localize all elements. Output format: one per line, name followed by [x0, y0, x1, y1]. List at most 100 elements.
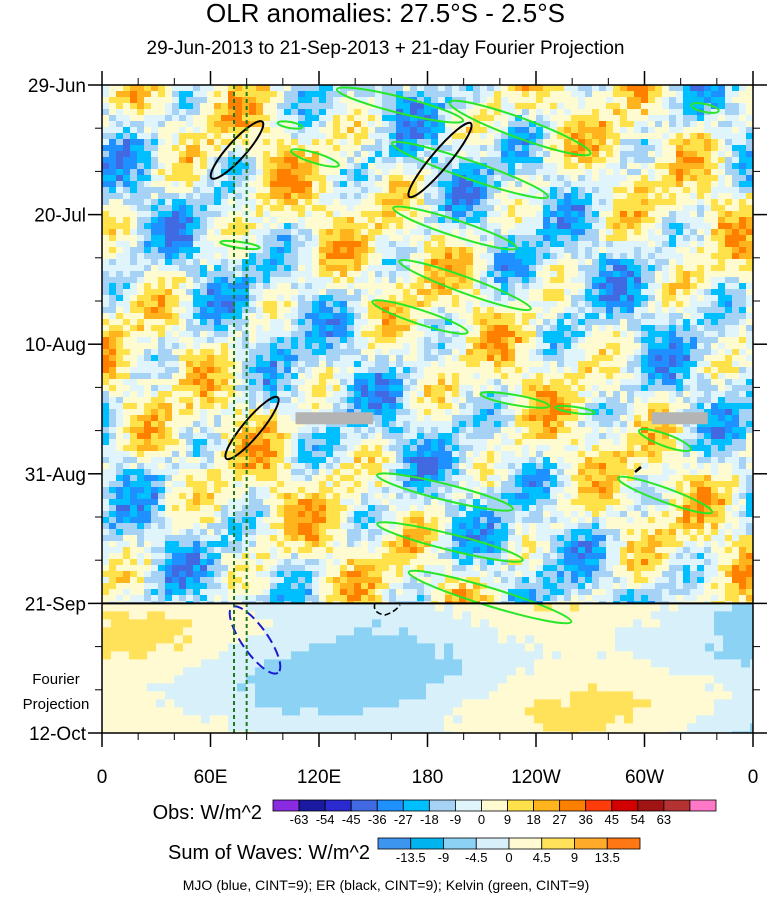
- field-cell: [690, 205, 698, 212]
- field-cell: [256, 391, 264, 398]
- field-cell: [396, 169, 404, 176]
- field-cell: [536, 367, 544, 374]
- field-cell: [732, 319, 740, 326]
- field-cell: [627, 115, 635, 122]
- field-cell: [627, 121, 635, 128]
- field-cell: [277, 349, 285, 356]
- field-cell: [228, 97, 236, 104]
- field-cell: [221, 97, 229, 104]
- field-cell: [305, 343, 313, 350]
- field-cell: [340, 181, 348, 188]
- field-cell: [452, 241, 460, 248]
- field-cell: [676, 115, 684, 122]
- field-cell: [277, 385, 285, 392]
- field-cell: [368, 331, 376, 338]
- field-cell: [501, 373, 509, 380]
- field-cell: [641, 313, 649, 320]
- field-cell: [319, 85, 327, 92]
- field-cell: [137, 193, 145, 200]
- field-cell: [676, 349, 684, 356]
- field-cell: [550, 85, 558, 92]
- field-cell: [382, 211, 390, 218]
- field-cell: [158, 181, 166, 188]
- field-cell: [375, 373, 383, 380]
- field-cell: [508, 277, 516, 284]
- field-cell: [228, 181, 236, 188]
- field-cell: [466, 253, 474, 260]
- field-cell: [298, 121, 306, 128]
- field-cell: [466, 109, 474, 116]
- field-cell: [172, 199, 180, 206]
- field-cell: [137, 115, 145, 122]
- field-cell: [522, 277, 530, 284]
- field-cell: [543, 403, 551, 410]
- field-cell: [676, 307, 684, 314]
- field-cell: [557, 283, 565, 290]
- field-cell: [277, 259, 285, 266]
- field-cell: [347, 361, 355, 368]
- field-cell: [417, 289, 425, 296]
- field-cell: [690, 115, 698, 122]
- field-cell: [648, 151, 656, 158]
- field-cell: [459, 295, 467, 302]
- field-cell: [186, 133, 194, 140]
- field-cell: [158, 367, 166, 374]
- field-cell: [123, 277, 131, 284]
- field-cell: [648, 169, 656, 176]
- field-cell: [508, 397, 516, 404]
- field-cell: [137, 151, 145, 158]
- field-cell: [263, 145, 271, 152]
- field-cell: [312, 115, 320, 122]
- field-cell: [466, 223, 474, 230]
- field-cell: [564, 283, 572, 290]
- field-cell: [445, 247, 453, 254]
- field-cell: [739, 361, 747, 368]
- field-cell: [256, 355, 264, 362]
- field-cell: [263, 139, 271, 146]
- field-cell: [473, 217, 481, 224]
- field-cell: [613, 199, 621, 206]
- field-cell: [606, 199, 614, 206]
- field-cell: [347, 385, 355, 392]
- field-cell: [438, 367, 446, 374]
- field-cell: [480, 403, 488, 410]
- field-cell: [200, 277, 208, 284]
- field-cell: [137, 205, 145, 212]
- field-cell: [242, 193, 250, 200]
- field-cell: [305, 91, 313, 98]
- field-cell: [102, 217, 110, 224]
- field-cell: [354, 385, 362, 392]
- field-cell: [571, 277, 579, 284]
- field-cell: [228, 331, 236, 338]
- field-cell: [592, 367, 600, 374]
- field-cell: [158, 361, 166, 368]
- field-cell: [473, 157, 481, 164]
- field-cell: [396, 241, 404, 248]
- field-cell: [627, 271, 635, 278]
- field-cell: [158, 175, 166, 182]
- field-cell: [130, 307, 138, 314]
- field-cell: [158, 307, 166, 314]
- field-cell: [543, 355, 551, 362]
- field-cell: [200, 151, 208, 158]
- field-cell: [137, 103, 145, 110]
- field-cell: [557, 295, 565, 302]
- field-cell: [340, 385, 348, 392]
- field-cell: [417, 301, 425, 308]
- field-cell: [326, 91, 334, 98]
- field-cell: [466, 307, 474, 314]
- field-cell: [543, 241, 551, 248]
- field-cell: [403, 361, 411, 368]
- field-cell: [543, 301, 551, 308]
- field-cell: [305, 361, 313, 368]
- field-cell: [487, 187, 495, 194]
- field-cell: [704, 337, 712, 344]
- field-cell: [200, 247, 208, 254]
- field-cell: [137, 121, 145, 128]
- field-cell: [172, 379, 180, 386]
- field-cell: [480, 277, 488, 284]
- field-cell: [725, 103, 733, 110]
- field-cell: [557, 331, 565, 338]
- field-cell: [648, 217, 656, 224]
- field-cell: [676, 283, 684, 290]
